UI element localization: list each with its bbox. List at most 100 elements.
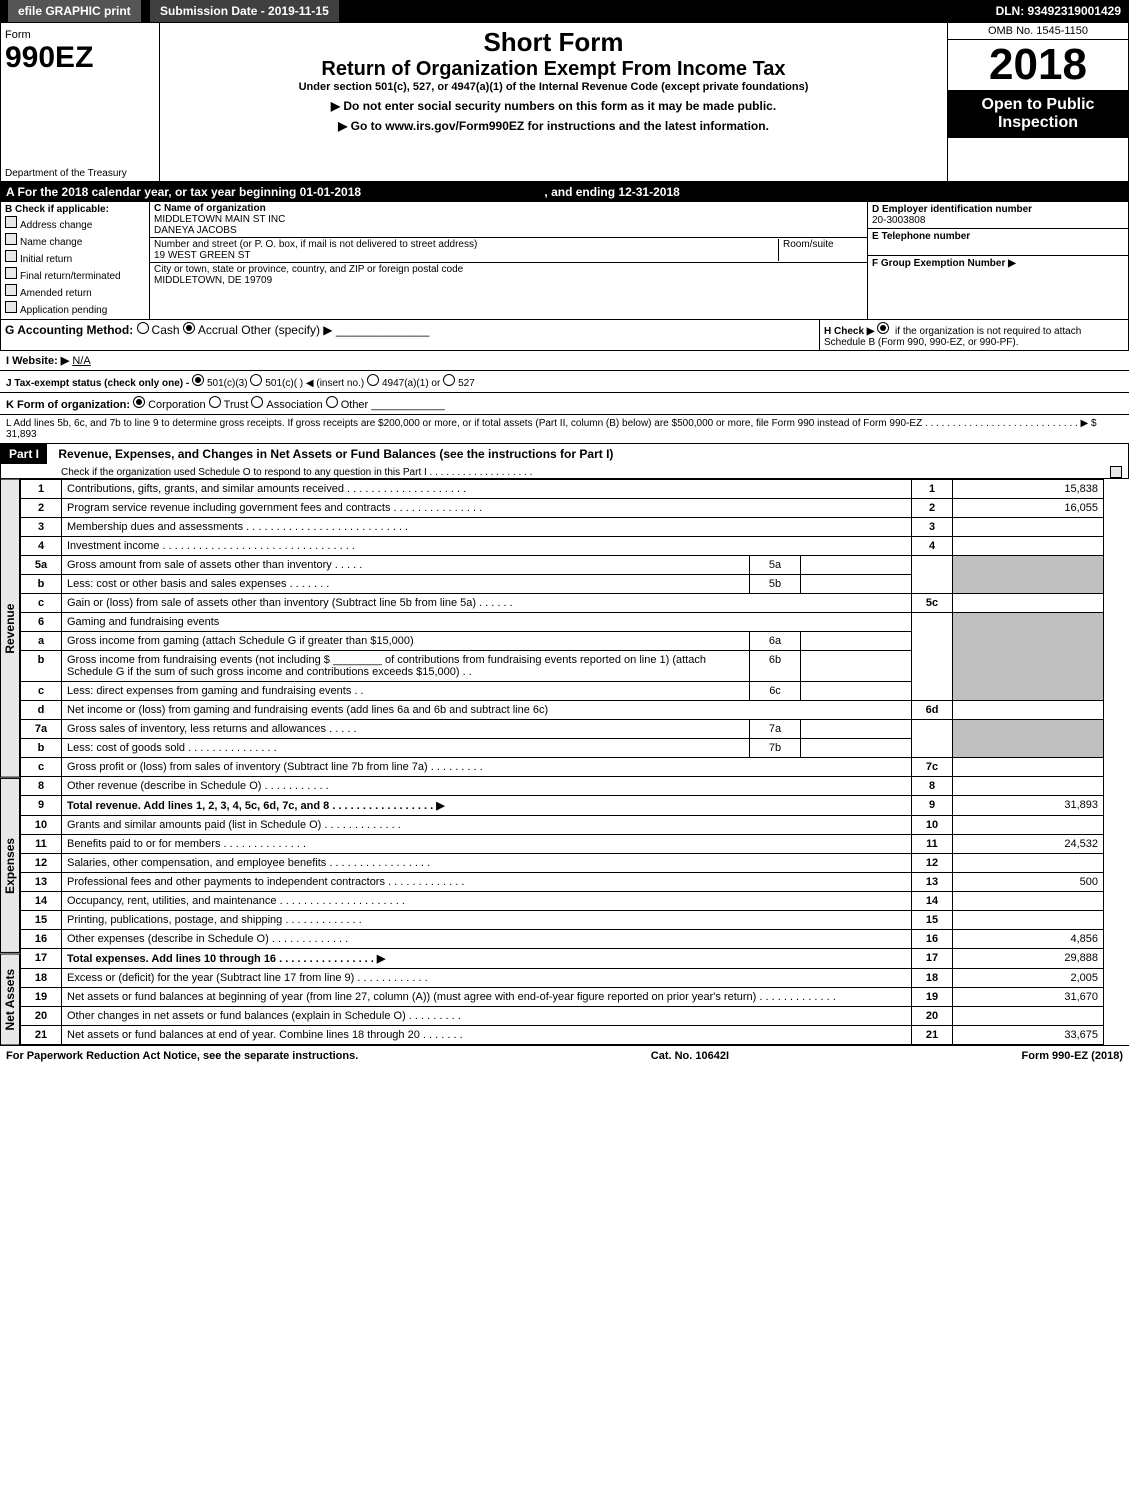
part1-schedule-o-check[interactable] xyxy=(1110,466,1122,478)
line-val xyxy=(953,537,1104,556)
sub-num: 7b xyxy=(750,739,801,758)
line-val: 29,888 xyxy=(953,949,1104,969)
line-desc: Membership dues and assessments . . . . … xyxy=(62,518,912,537)
section-netassets: Net Assets xyxy=(0,953,20,1045)
part1-check: Check if the organization used Schedule … xyxy=(1,467,532,478)
dln: DLN: 93492319001429 xyxy=(996,4,1121,18)
h-label: H Check ▶ xyxy=(824,326,874,337)
line-val: 33,675 xyxy=(953,1026,1104,1045)
line-val: 2,005 xyxy=(953,969,1104,988)
block-c: C Name of organization MIDDLETOWN MAIN S… xyxy=(150,202,867,319)
subtitle: Under section 501(c), 527, or 4947(a)(1)… xyxy=(164,81,943,93)
d-label: D Employer identification number xyxy=(872,204,1032,215)
warning-ssn: ▶ Do not enter social security numbers o… xyxy=(164,99,943,113)
line-desc: Less: cost or other basis and sales expe… xyxy=(62,575,750,594)
footer-left: For Paperwork Reduction Act Notice, see … xyxy=(6,1050,358,1062)
line-val: 24,532 xyxy=(953,835,1104,854)
sub-num: 5a xyxy=(750,556,801,575)
k-form-org: K Form of organization: Corporation Trus… xyxy=(0,393,1129,415)
radio-accrual[interactable] xyxy=(183,322,195,334)
section-expenses: Expenses xyxy=(0,778,20,953)
line-val: 4,856 xyxy=(953,930,1104,949)
check-initial-return[interactable]: Initial return xyxy=(5,249,145,266)
dept-treasury: Department of the Treasury xyxy=(5,168,127,179)
gh-row: G Accounting Method: Cash Accrual Other … xyxy=(0,320,1129,351)
radio-4947[interactable] xyxy=(367,374,379,386)
radio-assoc[interactable] xyxy=(251,396,263,408)
line-val xyxy=(953,777,1104,796)
check-final-return[interactable]: Final return/terminated xyxy=(5,266,145,283)
l-gross-receipts: L Add lines 5b, 6c, and 7b to line 9 to … xyxy=(0,415,1129,444)
open-public: Open to Public Inspection xyxy=(948,90,1128,138)
check-amended[interactable]: Amended return xyxy=(5,283,145,300)
person-name: DANEYA JACOBS xyxy=(154,225,237,236)
line-desc: Other expenses (describe in Schedule O) … xyxy=(62,930,912,949)
block-b: B Check if applicable: Address change Na… xyxy=(1,202,150,319)
omb-number: OMB No. 1545-1150 xyxy=(948,23,1128,40)
form-id-block: Form 990EZ Department of the Treasury xyxy=(1,23,160,181)
goto-link[interactable]: ▶ Go to www.irs.gov/Form990EZ for instru… xyxy=(164,119,943,133)
check-label: Address change xyxy=(20,220,92,231)
footer-right: Form 990-EZ (2018) xyxy=(1022,1050,1123,1062)
line-desc: Other revenue (describe in Schedule O) .… xyxy=(62,777,912,796)
radio-501c[interactable] xyxy=(250,374,262,386)
city: MIDDLETOWN, DE 19709 xyxy=(154,275,272,286)
part1-body: Revenue Expenses Net Assets 1Contributio… xyxy=(0,479,1104,1045)
period-end: , and ending 12-31-2018 xyxy=(544,185,679,199)
efile-button[interactable]: efile GRAPHIC print xyxy=(8,0,141,22)
block-b-label: B Check if applicable: xyxy=(5,204,109,215)
radio-501c3[interactable] xyxy=(192,374,204,386)
opt-label: 4947(a)(1) or xyxy=(382,378,440,389)
check-label: Name change xyxy=(20,237,82,248)
check-name-change[interactable]: Name change xyxy=(5,232,145,249)
radio-cash[interactable] xyxy=(137,322,149,334)
line-desc: Professional fees and other payments to … xyxy=(62,873,912,892)
line-val xyxy=(953,594,1104,613)
line-desc: Gross income from gaming (attach Schedul… xyxy=(62,632,750,651)
line-val xyxy=(953,816,1104,835)
radio-trust[interactable] xyxy=(209,396,221,408)
other-label: Other (specify) ▶ xyxy=(241,323,332,337)
line-desc: Gain or (loss) from sale of assets other… xyxy=(62,594,912,613)
sub-num: 7a xyxy=(750,720,801,739)
part1-label: Part I xyxy=(1,444,47,464)
opt-label: Association xyxy=(266,399,322,411)
website-value: N/A xyxy=(72,355,90,367)
i-website: I Website: ▶ N/A xyxy=(0,351,1129,371)
radio-corp[interactable] xyxy=(133,396,145,408)
period-bar: A For the 2018 calendar year, or tax yea… xyxy=(0,182,1129,202)
line-desc: Benefits paid to or for members . . . . … xyxy=(62,835,912,854)
form-year-block: OMB No. 1545-1150 2018 Open to Public In… xyxy=(947,23,1128,181)
check-pending[interactable]: Application pending xyxy=(5,300,145,317)
radio-527[interactable] xyxy=(443,374,455,386)
footer: For Paperwork Reduction Act Notice, see … xyxy=(0,1045,1129,1066)
opt-label: 501(c)(3) xyxy=(207,378,248,389)
line-desc: Net assets or fund balances at end of ye… xyxy=(62,1026,912,1045)
check-label: Amended return xyxy=(20,288,92,299)
line-val: 16,055 xyxy=(953,499,1104,518)
line-val: 500 xyxy=(953,873,1104,892)
line-desc: Less: direct expenses from gaming and fu… xyxy=(62,682,750,701)
check-label: Initial return xyxy=(20,254,72,265)
radio-h[interactable] xyxy=(877,322,889,334)
line-desc: Total revenue. Add lines 1, 2, 3, 4, 5c,… xyxy=(62,796,912,816)
form-number: 990EZ xyxy=(5,41,93,74)
line-val xyxy=(953,1007,1104,1026)
form-header: Form 990EZ Department of the Treasury Sh… xyxy=(0,22,1129,182)
submission-date: Submission Date - 2019-11-15 xyxy=(150,0,339,22)
j-label: J Tax-exempt status (check only one) - xyxy=(6,378,189,389)
city-label: City or town, state or province, country… xyxy=(154,264,463,275)
line-desc: Program service revenue including govern… xyxy=(62,499,912,518)
period-begin: A For the 2018 calendar year, or tax yea… xyxy=(6,185,361,199)
line-val: 31,670 xyxy=(953,988,1104,1007)
org-name: MIDDLETOWN MAIN ST INC xyxy=(154,214,285,225)
top-bar-left: efile GRAPHIC print Submission Date - 20… xyxy=(8,4,339,18)
check-address-change[interactable]: Address change xyxy=(5,215,145,232)
e-label: E Telephone number xyxy=(872,231,970,242)
street: 19 WEST GREEN ST xyxy=(154,250,251,261)
radio-other[interactable] xyxy=(326,396,338,408)
k-label: K Form of organization: xyxy=(6,399,130,411)
line-val xyxy=(953,701,1104,720)
sub-num: 5b xyxy=(750,575,801,594)
line-val xyxy=(953,854,1104,873)
